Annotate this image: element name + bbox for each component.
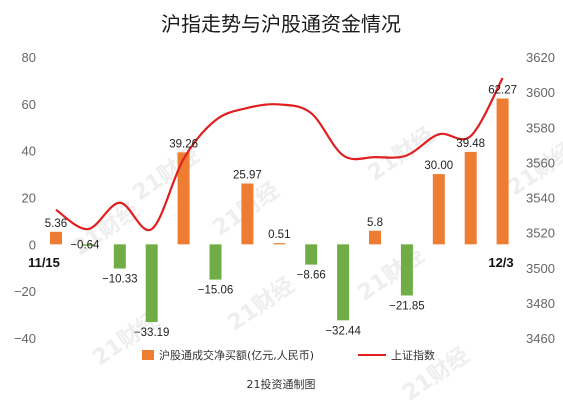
legend: 沪股通成交净买额(亿元,人民币) 上证指数 xyxy=(142,348,435,362)
bar-data-label: −10.33 xyxy=(102,274,138,286)
chart-title: 沪指走势与沪股通资金情况 xyxy=(161,12,401,36)
bar xyxy=(337,244,350,321)
bar xyxy=(369,230,381,245)
bar xyxy=(145,244,158,323)
bar-data-label: −0.64 xyxy=(70,239,100,251)
right-axis: 3460 3480 3500 3520 3540 3560 3580 3600 3620 xyxy=(526,50,555,346)
bar-data-label: −21.85 xyxy=(389,300,425,312)
bar xyxy=(241,183,254,245)
watermark-text: 21财经 xyxy=(128,142,204,206)
legend-line-label: 上证指数 xyxy=(391,348,435,362)
bar-data-label: 5.8 xyxy=(367,217,383,229)
bar xyxy=(400,244,413,296)
right-tick-label: 3520 xyxy=(526,226,555,241)
bar-data-label: −8.66 xyxy=(297,270,326,282)
right-tick-label: 3540 xyxy=(526,191,555,206)
bar-data-label: 39.26 xyxy=(169,138,198,150)
left-axis: −40 −20 0 20 40 60 80 xyxy=(14,50,36,346)
bar-data-label: 0.51 xyxy=(268,229,290,241)
bar-data-label: 5.36 xyxy=(45,218,67,230)
left-tick-label: 40 xyxy=(22,144,36,159)
bar-series xyxy=(50,98,509,323)
bar xyxy=(81,244,94,246)
bar-data-label: 39.48 xyxy=(456,138,485,150)
right-tick-label: 3580 xyxy=(526,120,555,135)
right-tick-label: 3500 xyxy=(526,261,555,276)
bar xyxy=(305,244,318,265)
watermark-text: 21财经 xyxy=(353,242,429,306)
bar xyxy=(50,231,62,245)
bar xyxy=(496,98,509,245)
bar-data-label: −32.44 xyxy=(325,325,361,337)
watermark-text: 21财经 xyxy=(363,122,439,186)
watermark-text: 21财经 xyxy=(223,272,299,336)
bar xyxy=(464,151,477,245)
right-tick-label: 3600 xyxy=(526,85,555,100)
legend-bar-label: 沪股通成交净买额(亿元,人民币) xyxy=(159,348,314,362)
bar xyxy=(209,244,222,280)
left-tick-label: 80 xyxy=(22,50,36,65)
bar-data-label: 25.97 xyxy=(233,170,262,182)
bar xyxy=(113,244,126,269)
right-tick-label: 3560 xyxy=(526,155,555,170)
index-line xyxy=(55,77,504,232)
right-tick-label: 3620 xyxy=(526,50,555,65)
bar-data-label: −33.19 xyxy=(134,327,170,339)
bar-data-label: 30.00 xyxy=(424,160,453,172)
bar-data-label: −15.06 xyxy=(198,285,234,297)
legend-bar-swatch xyxy=(142,350,154,360)
left-tick-label: −20 xyxy=(14,284,36,299)
right-tick-label: 3460 xyxy=(526,331,555,346)
left-tick-label: −40 xyxy=(14,331,36,346)
bar xyxy=(432,174,445,245)
left-tick-label: 0 xyxy=(29,237,36,252)
line-series xyxy=(55,77,504,232)
right-tick-label: 3480 xyxy=(526,296,555,311)
left-tick-label: 60 xyxy=(22,97,36,112)
bar-data-labels: 5.36−0.64 −10.33 −33.19 39.26 −15.06 25.97 0.5… xyxy=(45,85,517,340)
bar-data-label: 62.27 xyxy=(488,85,517,97)
source-note: 21投资通制图 xyxy=(247,377,316,391)
first-date-label: 11/15 xyxy=(28,255,60,270)
left-tick-label: 20 xyxy=(22,191,36,206)
watermark-text: 21财经 xyxy=(68,197,144,261)
bar xyxy=(273,243,286,245)
last-date-label: 12/3 xyxy=(488,255,513,270)
bar xyxy=(177,152,190,245)
